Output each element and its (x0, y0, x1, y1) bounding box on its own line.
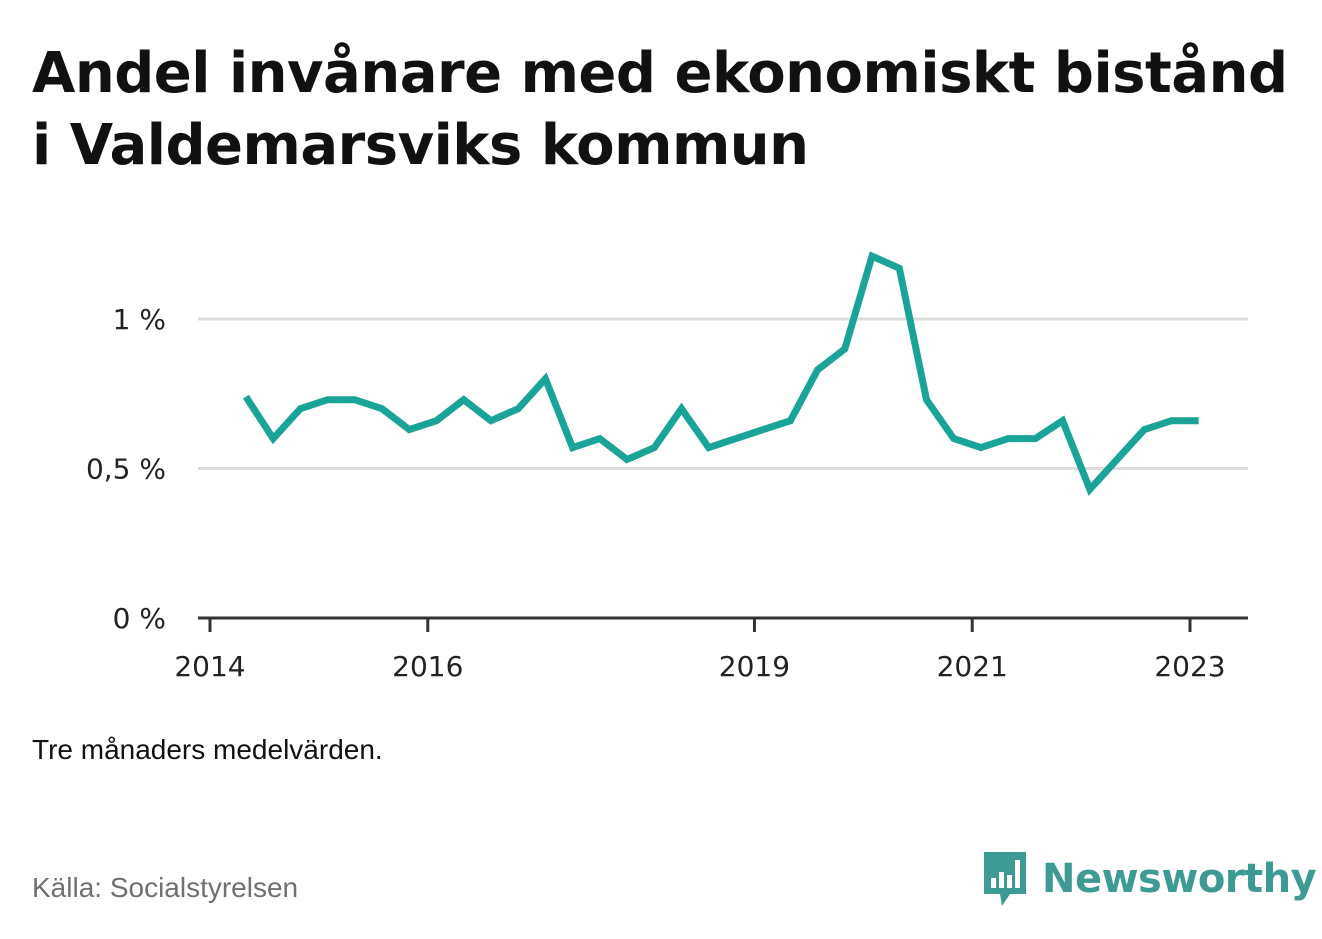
brand-name: Newsworthy (1042, 856, 1317, 902)
y-tick-label: 0,5 % (86, 453, 166, 486)
y-tick-label: 0 % (113, 602, 166, 635)
x-tick-label: 2023 (1154, 650, 1225, 683)
series-line (242, 251, 1199, 496)
y-tick-label: 1 % (113, 303, 166, 336)
x-tick-label: 2016 (392, 650, 463, 683)
chart-title: Andel invånare med ekonomiskt bistånd i … (32, 41, 1288, 178)
line-chart: 0 % 0,5 % 1 % 2014 2016 2019 2021 2023 (86, 251, 1248, 683)
x-tick-label: 2014 (174, 650, 245, 683)
x-axis: 2014 2016 2019 2021 2023 (174, 616, 1248, 683)
brand-logo: Newsworthy (980, 848, 1317, 910)
series (242, 251, 1199, 496)
source-credit: Källa: Socialstyrelsen (32, 872, 299, 903)
gridlines (198, 317, 1248, 470)
bar-chart-speech-bubble-icon (984, 852, 1026, 906)
x-tick-label: 2019 (719, 650, 790, 683)
x-tick-label: 2021 (937, 650, 1008, 683)
y-axis: 0 % 0,5 % 1 % (86, 303, 166, 635)
chart-note: Tre månaders medelvärden. (32, 734, 383, 765)
